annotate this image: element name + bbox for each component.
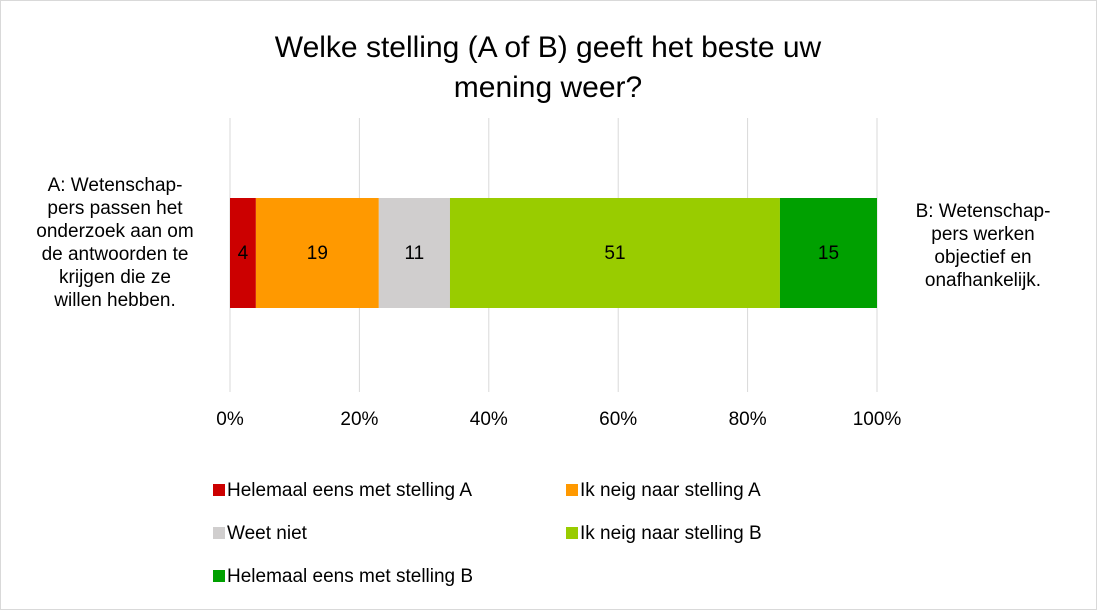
left-annotation: krijgen die ze xyxy=(59,267,171,288)
legend-swatch xyxy=(213,484,225,496)
legend-swatch xyxy=(213,527,225,539)
bar-segment xyxy=(449,198,780,308)
x-tick-label: 0% xyxy=(216,409,244,430)
right-annotation: objectief en xyxy=(934,247,1031,268)
data-label: 19 xyxy=(307,243,328,264)
bar-segment xyxy=(255,198,379,308)
legend-label: Ik neig naar stelling B xyxy=(580,523,762,544)
left-annotation: pers passen het xyxy=(47,198,183,219)
left-annotation: willen hebben. xyxy=(53,290,175,311)
bar-segment xyxy=(230,198,256,308)
data-label: 51 xyxy=(604,243,625,264)
bar-segment xyxy=(779,198,877,308)
legend-label: Helemaal eens met stelling A xyxy=(227,480,472,501)
data-label: 4 xyxy=(238,243,249,264)
legend-swatch xyxy=(566,484,578,496)
x-tick-label: 20% xyxy=(340,409,378,430)
x-tick-label: 60% xyxy=(599,409,637,430)
right-annotation: B: Wetenschap- xyxy=(916,201,1051,222)
legend-label: Weet niet xyxy=(227,523,308,544)
left-annotation: de antwoorden te xyxy=(42,244,189,265)
legend-swatch xyxy=(213,570,225,582)
data-label: 11 xyxy=(405,243,425,264)
x-tick-label: 100% xyxy=(853,409,902,430)
bar-segment xyxy=(378,198,450,308)
x-tick-label: 40% xyxy=(470,409,508,430)
legend-label: Helemaal eens met stelling B xyxy=(227,566,473,587)
data-label: 15 xyxy=(818,243,839,264)
right-annotation: onafhankelijk. xyxy=(925,270,1041,291)
chart-title: Welke stelling (A of B) geeft het beste … xyxy=(274,31,822,104)
left-annotation: onderzoek aan om xyxy=(36,221,193,242)
legend-label: Ik neig naar stelling A xyxy=(580,480,761,501)
right-annotation: pers werken xyxy=(931,224,1035,245)
left-annotation: A: Wetenschap- xyxy=(48,175,183,196)
legend-swatch xyxy=(566,527,578,539)
x-tick-label: 80% xyxy=(729,409,767,430)
